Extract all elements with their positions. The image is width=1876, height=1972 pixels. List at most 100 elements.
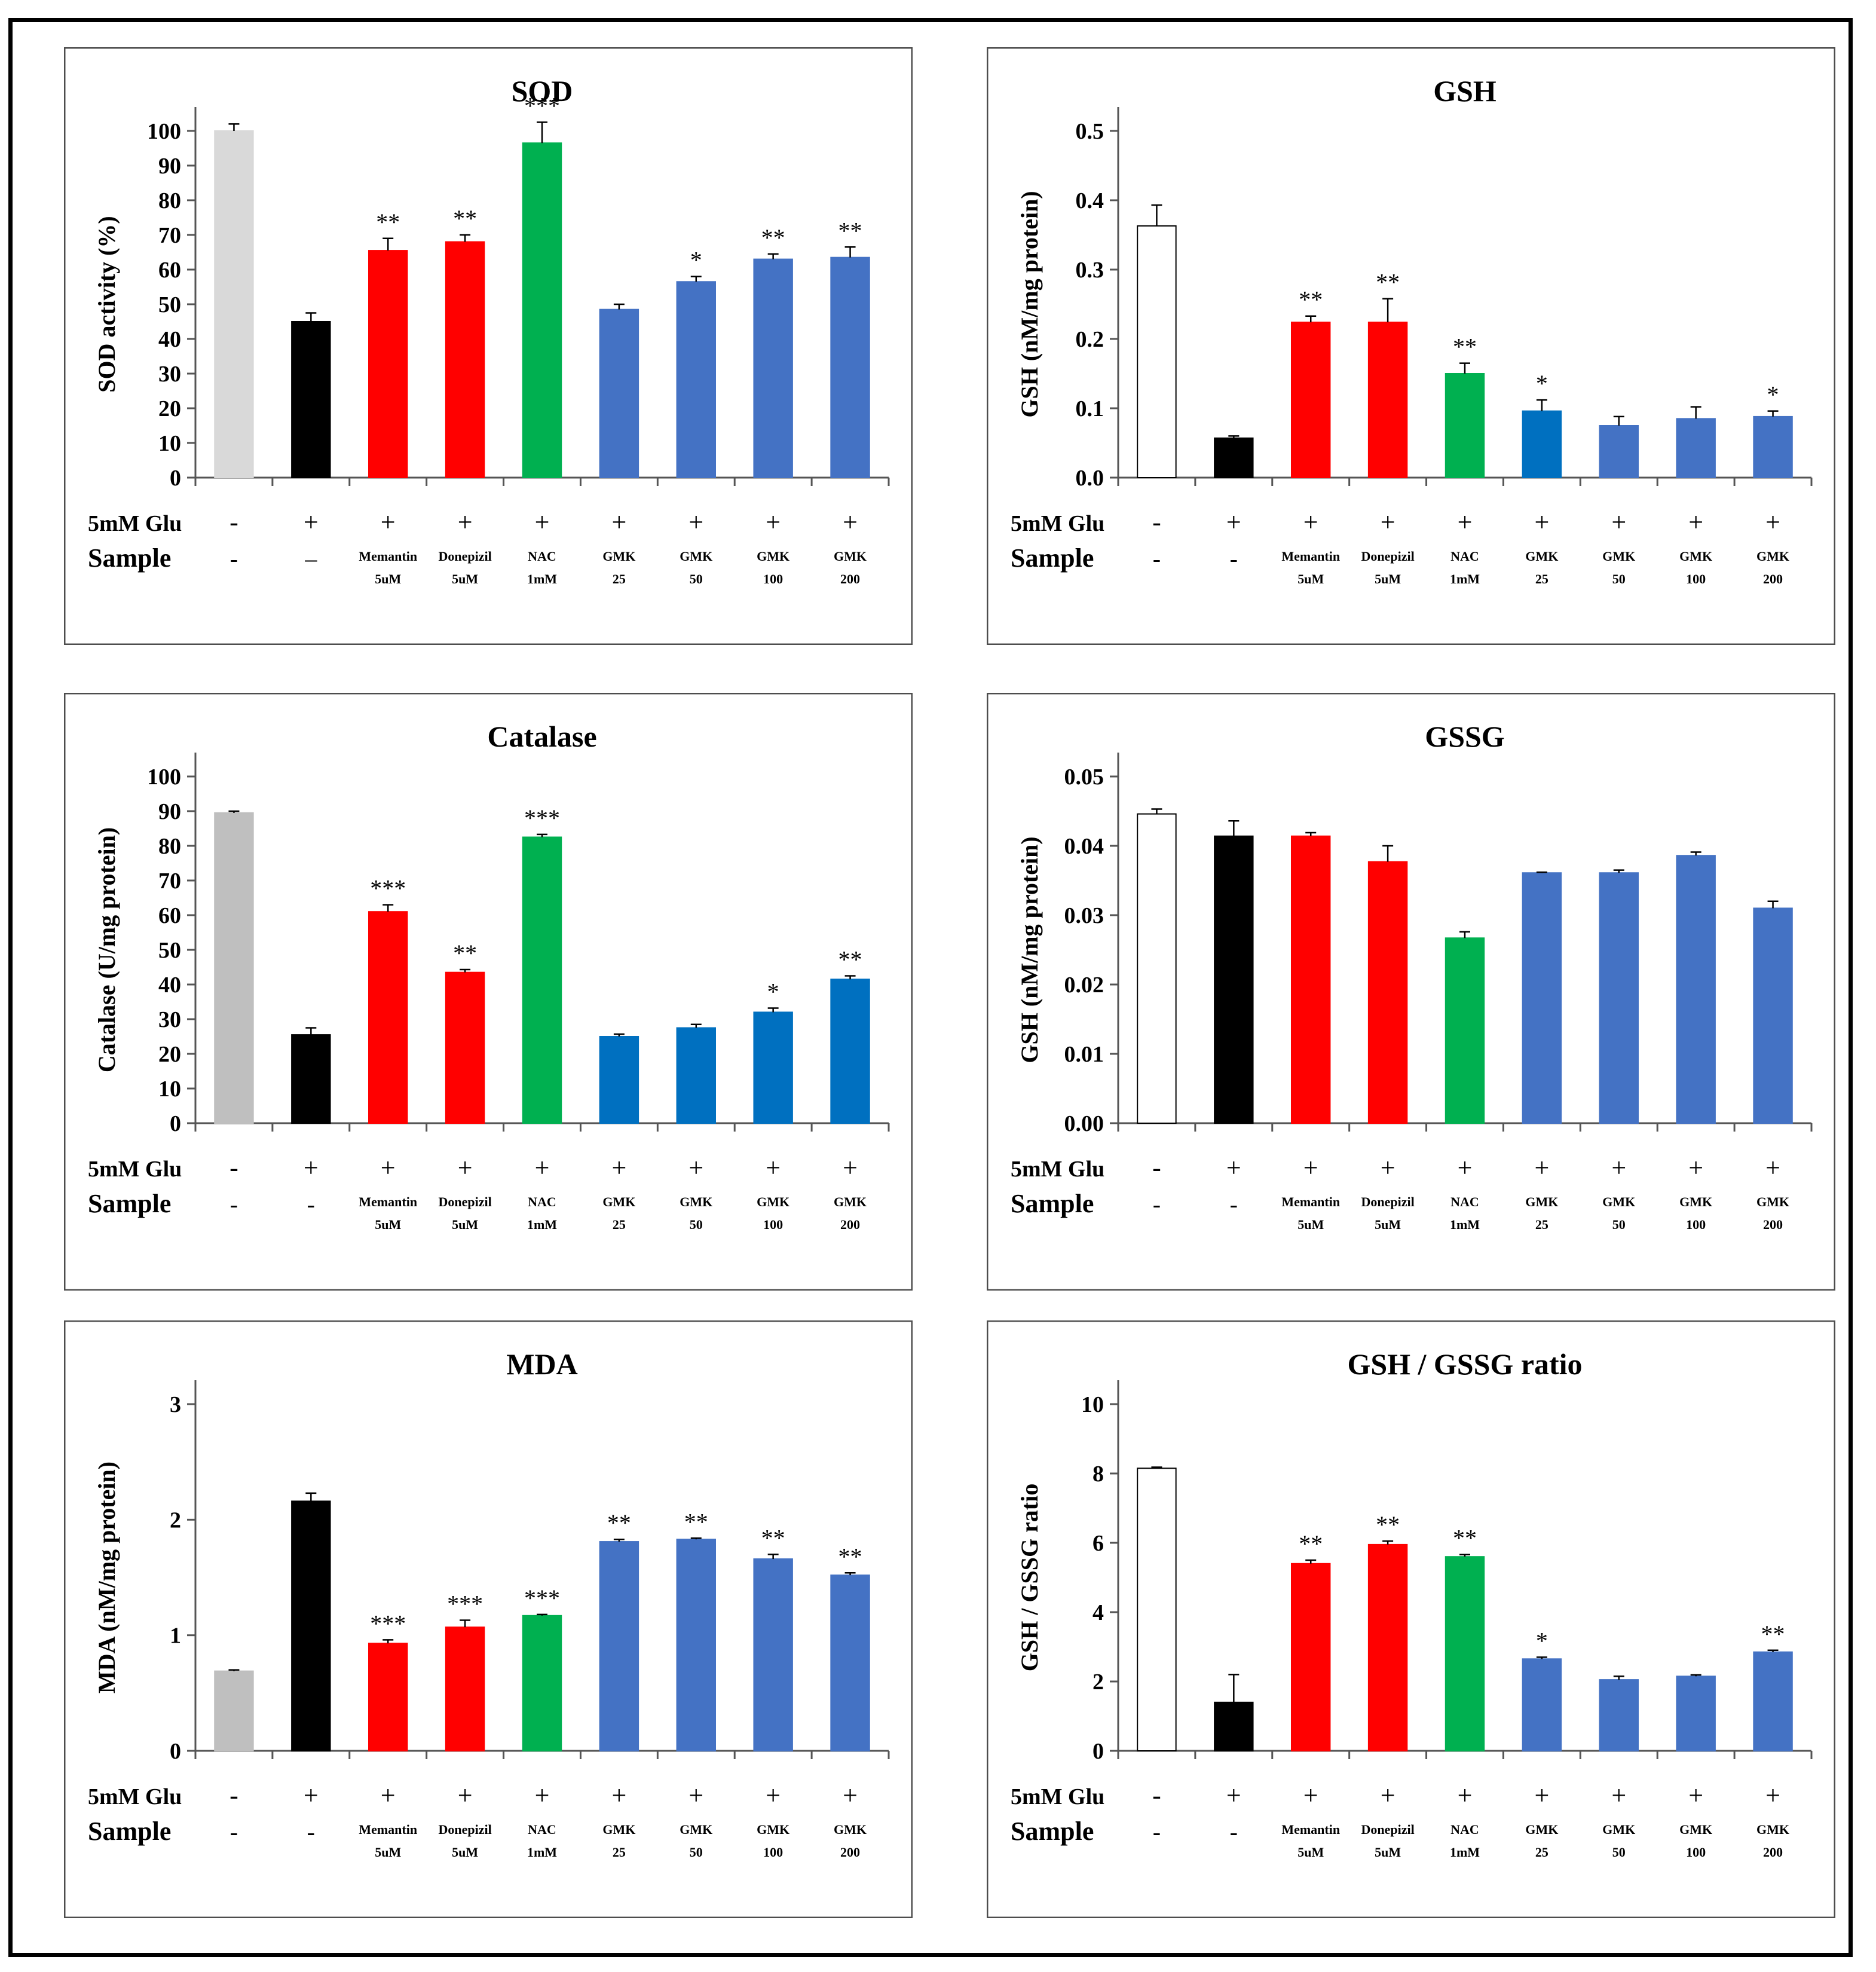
sample-name: – (304, 545, 317, 572)
glu-sign: + (766, 1781, 781, 1810)
bar (522, 1615, 562, 1751)
sample-dose: 200 (1763, 571, 1783, 586)
bar (599, 1036, 639, 1124)
sample-dose: 50 (690, 1845, 703, 1860)
sample-name: - (230, 1818, 238, 1845)
glu-sign: + (381, 1781, 396, 1810)
mda-chart-panel: MDA MDA (nM/mg protein) 0 1 2 3 *** *** *** ** ** *… (64, 1320, 913, 1918)
sample-dose: 50 (690, 571, 703, 586)
bar (1522, 410, 1562, 479)
sample-name: GMK (834, 549, 867, 564)
bar (1522, 872, 1562, 1124)
sample-row-label: Sample (1011, 543, 1094, 573)
y-tick-label: 0.5 (1076, 119, 1104, 144)
bar (1291, 322, 1331, 478)
sample-dose: 1mM (1450, 1845, 1480, 1860)
bar (1445, 1556, 1485, 1751)
sample-name: GMK (1756, 1822, 1789, 1837)
y-tick-label: 0.3 (1076, 258, 1104, 283)
sample-name: - (307, 1818, 315, 1845)
significance-mark: *** (370, 1610, 406, 1637)
bar (445, 971, 485, 1124)
sample-dose: 1mM (527, 1845, 557, 1860)
catalase-chart-panel: Catalase Catalase (U/mg protein) 0 10 20 30 40… (64, 693, 913, 1291)
glu-row-label: 5mM Glu (88, 1784, 182, 1809)
glu-sign: + (1688, 507, 1703, 537)
sample-dose: 5uM (1297, 1217, 1324, 1232)
glu-sign: + (1226, 1781, 1241, 1810)
sample-name: - (307, 1191, 315, 1218)
y-tick-label: 100 (147, 119, 181, 144)
bar (214, 1670, 254, 1751)
y-tick-label: 0.05 (1064, 765, 1104, 790)
sample-name: Donepizil (1361, 549, 1414, 564)
sample-dose: 100 (1686, 1217, 1706, 1232)
significance-mark: *** (524, 1585, 560, 1612)
bar (214, 812, 254, 1124)
sample-name: GMK (1756, 1194, 1789, 1209)
sample-name: NAC (528, 1822, 556, 1837)
chart-title: GSH (1433, 74, 1496, 108)
y-tick-label: 40 (158, 327, 181, 352)
bar (291, 1500, 331, 1751)
sample-name: GMK (1525, 1194, 1558, 1209)
sample-dose: 25 (1535, 571, 1548, 586)
significance-mark: ** (1299, 1530, 1323, 1557)
sample-name: NAC (528, 549, 556, 564)
sample-name: GMK (602, 1194, 635, 1209)
sample-dose: 1mM (527, 1217, 557, 1232)
bar (368, 911, 408, 1124)
y-tick-label: 0.4 (1076, 188, 1104, 213)
sample-row-label: Sample (1011, 1817, 1094, 1846)
chart-svg: GSSG GSH (nM/mg protein) 0.00 0.01 0.02 0.03 0… (987, 693, 1835, 1291)
y-axis-label: SOD activity (%) (93, 216, 120, 393)
glu-sign: + (1765, 507, 1780, 537)
sample-name: Donepizil (438, 1822, 491, 1837)
significance-mark: ** (1761, 1621, 1785, 1647)
bar (1599, 425, 1639, 478)
glu-sign: + (381, 507, 396, 537)
significance-mark: ** (453, 205, 477, 232)
sample-dose: 5uM (1375, 1845, 1401, 1860)
y-tick-label: 0.2 (1076, 327, 1104, 352)
sample-name: Donepizil (1361, 1822, 1414, 1837)
y-axis-label: GSH / GSSG ratio (1016, 1484, 1043, 1672)
sample-row-label: Sample (88, 1817, 171, 1846)
bar (214, 130, 254, 478)
significance-mark: ** (453, 940, 477, 967)
sample-name: NAC (1450, 549, 1479, 564)
sample-name: GMK (1602, 1194, 1635, 1209)
panel-border (64, 1320, 913, 1918)
bar (1291, 835, 1331, 1124)
glu-row-label: 5mM Glu (88, 511, 182, 536)
sample-dose: 5uM (1375, 1217, 1401, 1232)
glu-sign: + (843, 507, 858, 537)
glu-sign: + (688, 507, 703, 537)
y-tick-label: 60 (158, 903, 181, 928)
bar (1137, 1467, 1177, 1752)
sample-name: GMK (1756, 549, 1789, 564)
significance-mark: *** (524, 805, 560, 831)
significance-mark: * (1767, 381, 1779, 408)
chart-svg: GSH / GSSG ratio GSH / GSSG ratio 0 2 4 6 8 10 *… (987, 1320, 1835, 1918)
sample-name: NAC (1450, 1194, 1479, 1209)
sample-name: - (230, 545, 238, 572)
sample-dose: 5uM (1297, 571, 1324, 586)
y-tick-label: 0.1 (1076, 396, 1104, 421)
significance-mark: ** (607, 1509, 631, 1536)
significance-mark: ** (1453, 1525, 1477, 1552)
sample-dose: 5uM (1297, 1845, 1324, 1860)
glu-sign: + (458, 507, 473, 537)
glu-sign: + (304, 1153, 319, 1182)
sample-dose: 5uM (452, 1217, 478, 1232)
glu-sign: + (535, 1781, 550, 1810)
glu-sign: - (1152, 1781, 1161, 1810)
bar (753, 258, 793, 478)
sample-dose: 25 (1535, 1217, 1548, 1232)
sample-name: - (1153, 545, 1161, 572)
glu-sign: + (304, 1781, 319, 1810)
y-tick-label: 80 (158, 834, 181, 859)
bar (1676, 855, 1716, 1124)
chart-title: SOD (512, 74, 573, 108)
